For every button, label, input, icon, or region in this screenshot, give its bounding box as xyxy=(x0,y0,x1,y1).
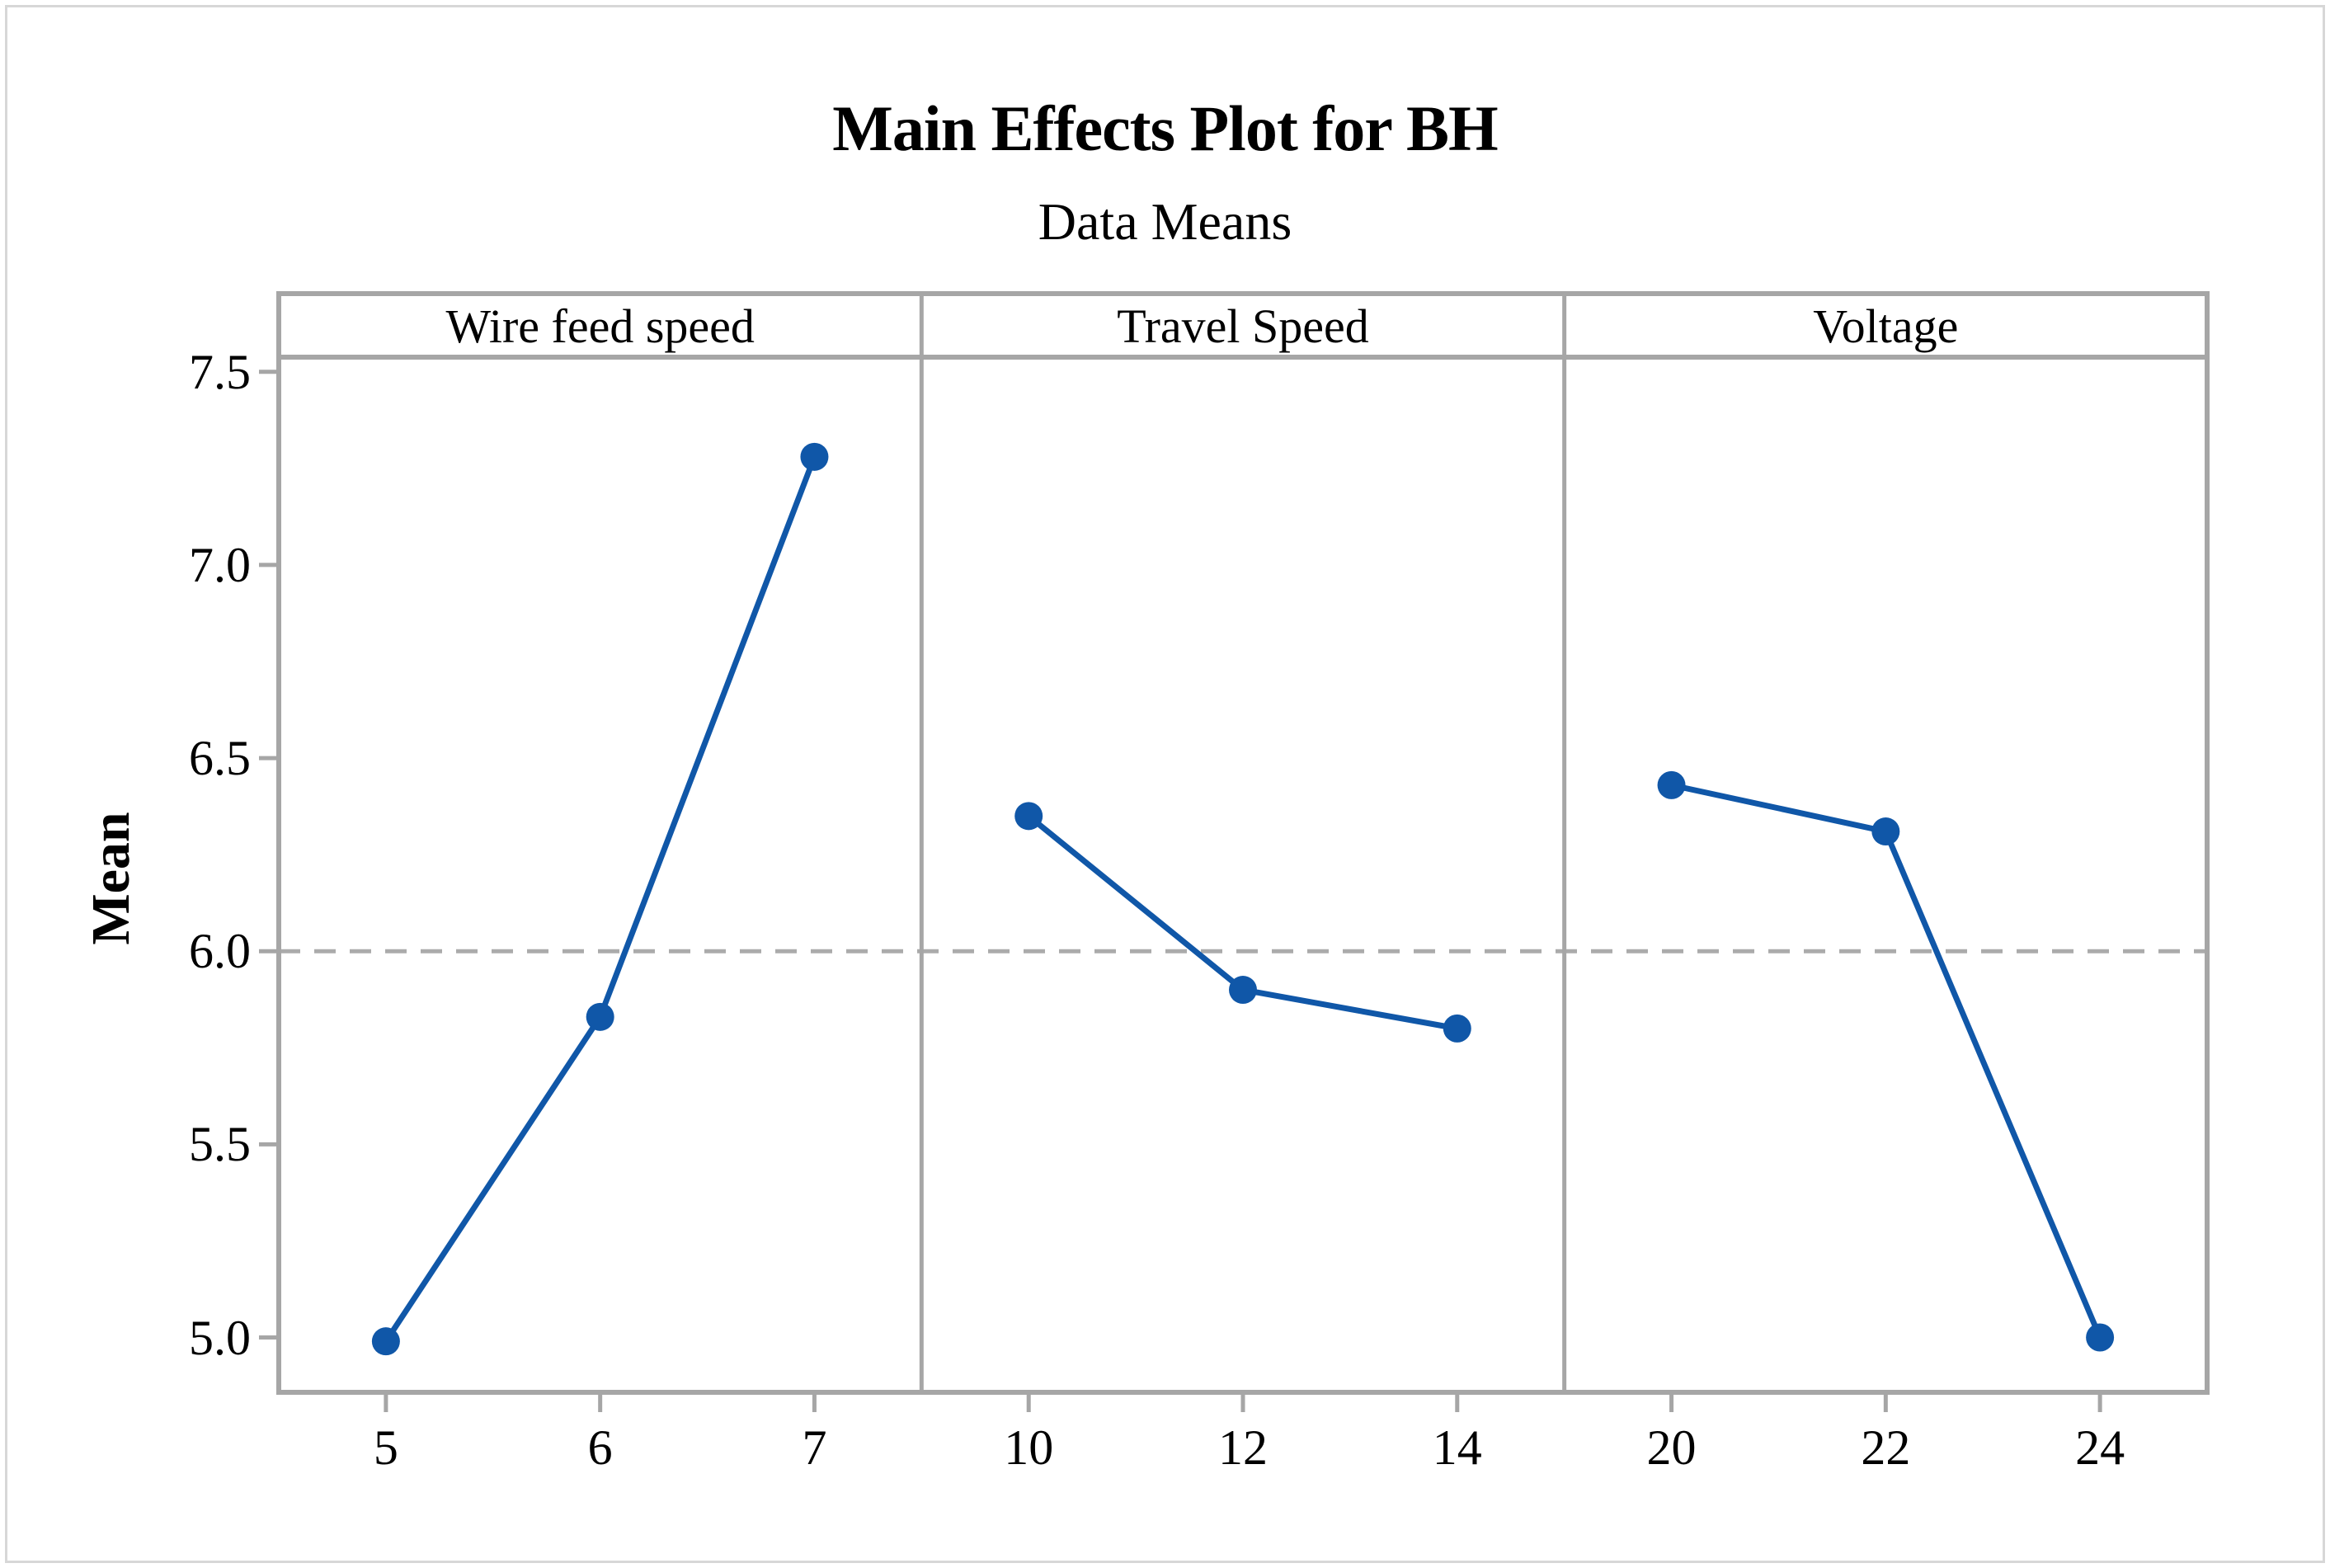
data-point xyxy=(1657,770,1686,799)
x-tick-label: 6 xyxy=(587,1420,613,1475)
data-point xyxy=(1229,976,1257,1005)
chart-subtitle: Data Means xyxy=(1038,192,1292,251)
x-tick-label: 7 xyxy=(802,1420,827,1475)
y-tick-label: 6.5 xyxy=(189,731,251,786)
data-point xyxy=(586,1002,614,1031)
data-point xyxy=(800,442,829,471)
x-tick-label: 12 xyxy=(1218,1420,1268,1475)
y-tick-label: 7.5 xyxy=(189,344,251,399)
y-tick-label: 5.5 xyxy=(189,1117,251,1172)
x-tick-label: 10 xyxy=(1004,1420,1054,1475)
y-tick-label: 6.0 xyxy=(189,924,251,979)
panel-header-wire-feed-speed: Wire feed speed xyxy=(445,299,755,353)
data-point xyxy=(1871,817,1900,846)
x-tick-label: 20 xyxy=(1646,1420,1697,1475)
panel-header-travel-speed: Travel Speed xyxy=(1117,299,1369,353)
data-point xyxy=(1014,802,1043,831)
y-tick-label: 5.0 xyxy=(189,1310,251,1365)
x-tick-label: 24 xyxy=(2075,1420,2125,1475)
x-tick-label: 5 xyxy=(373,1420,398,1475)
x-tick-label: 22 xyxy=(1861,1420,1911,1475)
data-point xyxy=(1443,1014,1471,1043)
data-point xyxy=(2086,1323,2115,1352)
data-point xyxy=(371,1327,400,1356)
series-line xyxy=(1670,782,2103,1339)
panel-header-voltage: Voltage xyxy=(1813,299,1959,353)
series-line xyxy=(383,455,817,1344)
y-tick-label: 7.0 xyxy=(189,537,251,592)
x-tick-label: 14 xyxy=(1432,1420,1482,1475)
chart-title: Main Effects Plot for BH xyxy=(832,92,1498,164)
